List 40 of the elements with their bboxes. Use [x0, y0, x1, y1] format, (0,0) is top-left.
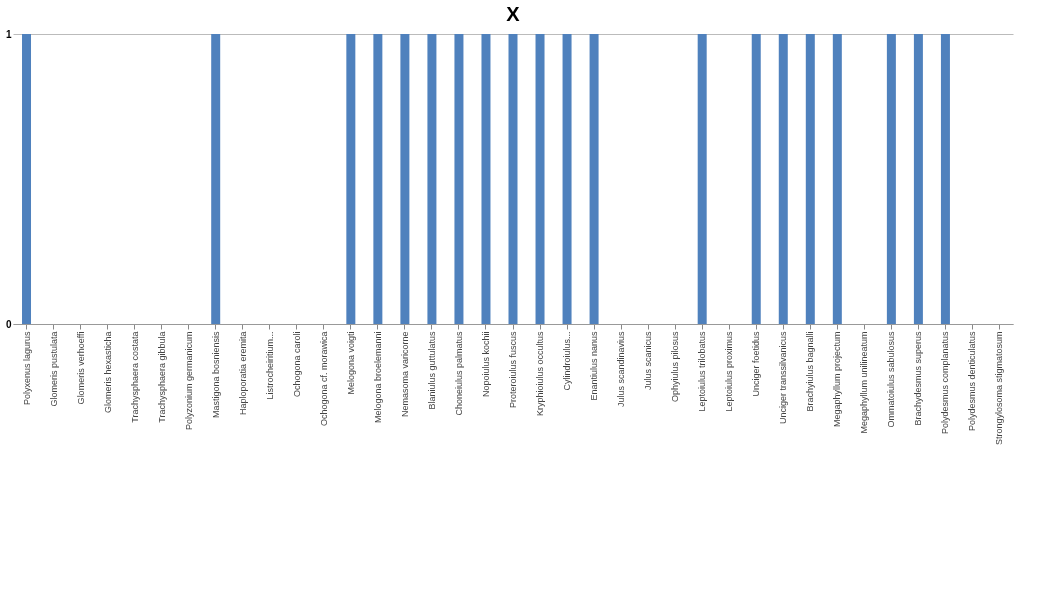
x-tick-label: Ommatoiulus sabulosus — [886, 331, 897, 428]
x-tick-label: Nemasoma varicorne — [399, 331, 410, 418]
x-tick-label: Polyxenus lagurus — [21, 331, 32, 406]
x-tick-label: Glomeris pustulata — [48, 331, 59, 407]
x-tick-label: Leptoiulus proximus — [724, 331, 735, 412]
x-tick-label: Nopoiulus kochii — [480, 331, 491, 398]
x-tick-label: Brachydesmus superus — [913, 331, 924, 426]
x-tick-label: Megaphyllum unilineatum — [859, 331, 870, 434]
x-tick-label: Glomeris verhoeffi — [75, 331, 86, 405]
x-tick-label: Unciger transsilvanicus — [778, 331, 789, 425]
x-tick-label: Kryphioiulus occultus — [535, 331, 546, 417]
x-tick-label: Julus scandinavius — [616, 331, 627, 408]
y-tick-label: 1 — [5, 28, 12, 40]
x-tick-label: Mastigona bosniensis — [210, 331, 221, 419]
x-tick-label: Unciger foetidus — [751, 331, 762, 397]
x-tick-label: Melogona broelemanni — [372, 331, 383, 424]
x-tick-label: Ophyiulus pilosus — [670, 331, 681, 403]
x-tick-label: Melogona voigti — [345, 331, 356, 395]
x-tick-label: Polydesmus denticulatus — [967, 331, 978, 432]
x-tick-label: Blaniulus guttulatus — [426, 331, 437, 410]
x-tick-label: Megaphyllum projectum — [832, 331, 843, 428]
x-tick-label: Julus scanicus — [643, 331, 654, 391]
y-tick-label: 0 — [5, 318, 12, 330]
x-tick-label: Listrocheiritium... — [264, 331, 275, 400]
x-tick-label: Ochogona cf. morawica — [318, 331, 329, 427]
x-tick-label: Ochogona caroli — [291, 331, 302, 398]
x-tick-label: Strongylosoma stigmatosum — [994, 331, 1005, 446]
x-tick-label: Leptoiulus trilobatus — [697, 331, 708, 412]
x-tick-label: Glomeris hexasticha — [102, 331, 113, 414]
x-tick-label: Cylindroiulus... — [562, 331, 573, 391]
x-tick-label: Brachyiulus bagnalli — [805, 331, 816, 412]
x-tick-label: Trachysphaera costata — [129, 331, 140, 423]
x-tick-label: Trachysphaera gibbula — [156, 331, 167, 423]
x-tick-label: Polydesmus complanatus — [940, 331, 951, 435]
chart-title: X — [506, 3, 521, 25]
x-tick-label: Polyzonium germanicum — [183, 331, 194, 431]
x-tick-label: Enantiulus nanus — [589, 331, 600, 401]
x-tick-label: Proteroiulus fuscus — [508, 331, 518, 409]
x-tick-label: Choneiulus palmatus — [453, 331, 464, 416]
x-tick-label: Haploporatia eremita — [237, 331, 248, 416]
